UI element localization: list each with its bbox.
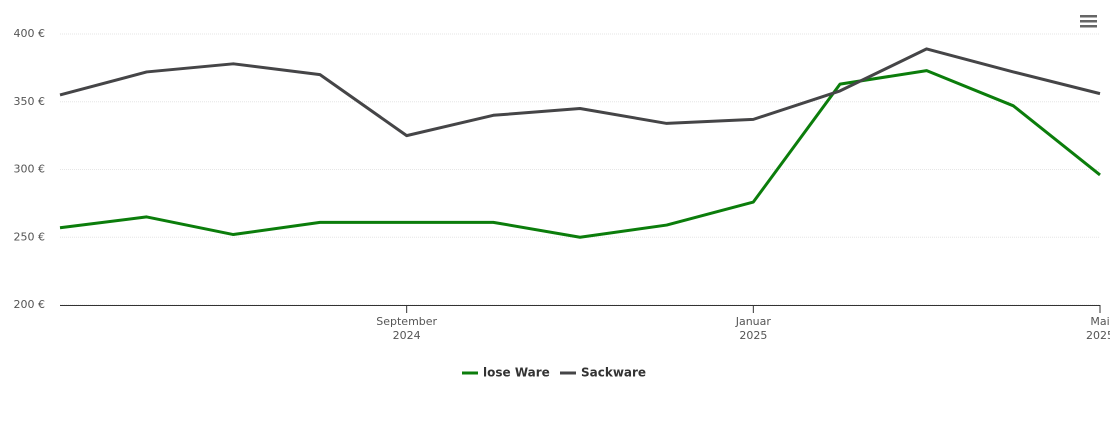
y-tick-label: 200 € (14, 298, 46, 311)
x-tick-label: Mai2025 (1086, 315, 1110, 342)
menu-bar (1080, 20, 1097, 23)
series-line (59, 47, 1101, 138)
legend-label[interactable]: lose Ware (483, 366, 550, 380)
menu-bar (1080, 15, 1097, 18)
y-tick-label: 250 € (14, 230, 46, 243)
legend-label[interactable]: Sackware (581, 366, 646, 380)
y-tick-label: 350 € (14, 95, 46, 108)
menu-button[interactable] (1080, 15, 1097, 28)
y-tick-label: 400 € (14, 27, 46, 40)
x-tick-label: Januar 2025 (735, 315, 772, 342)
x-tick-label: September 2024 (376, 315, 437, 342)
menu-bar (1080, 25, 1097, 28)
y-tick-label: 300 € (14, 163, 46, 176)
series-line (59, 69, 1101, 239)
